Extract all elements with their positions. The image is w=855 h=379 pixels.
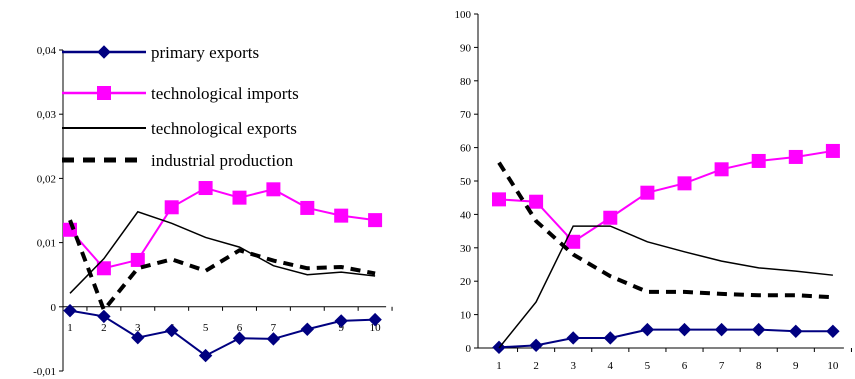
- point-primary-exports: [368, 312, 382, 327]
- point-primary-exports: [826, 324, 840, 339]
- x-tick-label: 5: [645, 360, 651, 372]
- point-primary-exports: [63, 303, 77, 318]
- y-tick-label: 0,01: [37, 238, 56, 250]
- point-technological-imports: [492, 192, 506, 207]
- point-technological-imports: [640, 185, 655, 200]
- point-primary-exports: [334, 314, 348, 328]
- point-primary-exports: [529, 338, 543, 353]
- y-tick-label: 100: [455, 9, 472, 21]
- point-technological-imports: [334, 208, 349, 223]
- x-tick-label: 3: [570, 360, 576, 372]
- point-primary-exports: [266, 332, 281, 346]
- series-line-technological-exports: [69, 210, 376, 294]
- x-tick-label: 9: [793, 360, 799, 372]
- y-tick-label: 40: [460, 209, 472, 221]
- series-line-technological-exports: [498, 225, 833, 349]
- y-tick-label: 0: [466, 343, 472, 355]
- point-primary-exports: [300, 322, 315, 336]
- point-technological-imports: [566, 234, 581, 249]
- y-tick-label: 30: [460, 243, 472, 255]
- y-tick-label: 60: [460, 143, 472, 155]
- legend-label-technological-exports: technological exports: [151, 119, 297, 138]
- x-tick-label: 3: [135, 322, 141, 334]
- y-tick-label: 0,02: [37, 173, 56, 185]
- point-primary-exports: [131, 330, 145, 345]
- series-line-primary-exports: [498, 328, 833, 349]
- chart-right: 0 10 20 30 40 50 60 70 80 90 100 1 2 3 4 5 6 7 8 9 10: [455, 9, 852, 372]
- point-primary-exports: [97, 309, 111, 324]
- legend-marker-primary-exports: [97, 45, 111, 59]
- series-line-primary-exports: [69, 309, 376, 357]
- point-technological-imports: [603, 210, 618, 225]
- x-tick-label: 4: [608, 360, 614, 372]
- point-technological-imports: [300, 200, 315, 215]
- point-technological-imports: [198, 181, 213, 196]
- point-technological-imports: [677, 176, 692, 191]
- series-line-technological-imports: [69, 186, 376, 270]
- x-tick-label: 6: [237, 322, 243, 334]
- point-primary-exports: [232, 331, 247, 345]
- x-tick-label: 7: [271, 322, 277, 334]
- x-tick-label: 9: [338, 322, 344, 334]
- point-technological-imports: [751, 153, 766, 168]
- legend-label-technological-imports: technological imports: [151, 84, 299, 103]
- point-primary-exports: [640, 322, 655, 337]
- series-line-technological-imports: [498, 149, 834, 244]
- y-tick-label: 20: [460, 276, 472, 288]
- y-tick-label: 90: [460, 42, 472, 54]
- point-technological-imports: [266, 182, 281, 197]
- point-primary-exports: [714, 322, 729, 337]
- point-primary-exports: [677, 322, 692, 337]
- point-primary-exports: [603, 331, 618, 345]
- point-technological-imports: [96, 261, 111, 276]
- legend-label-industrial-production: industrial production: [151, 151, 294, 170]
- series-line-industrial-production: [497, 161, 834, 300]
- y-tick-label: 0: [51, 302, 57, 314]
- point-primary-exports: [566, 331, 580, 345]
- x-tick-label: 7: [719, 360, 725, 372]
- point-technological-imports: [130, 252, 145, 267]
- x-tick-label: 1: [67, 322, 73, 334]
- point-technological-imports: [825, 143, 840, 158]
- point-technological-imports: [788, 149, 803, 164]
- legend-label-primary-exports: primary exports: [151, 43, 259, 62]
- y-tick-label: -0,01: [33, 366, 56, 378]
- x-tick-label: 10: [827, 360, 839, 372]
- point-primary-exports: [198, 348, 213, 363]
- y-tick-label: 70: [460, 109, 472, 121]
- point-technological-imports: [232, 190, 247, 205]
- x-tick-label: 8: [756, 360, 762, 372]
- point-primary-exports: [789, 324, 803, 339]
- point-technological-imports: [529, 194, 544, 209]
- x-tick-label: 6: [682, 360, 688, 372]
- y-tick-label: 10: [460, 310, 472, 322]
- x-tick-label: 10: [370, 322, 382, 334]
- y-tick-label: 50: [460, 176, 472, 188]
- x-tick-label: 5: [203, 322, 209, 334]
- legend-marker-technological-imports: [97, 86, 111, 100]
- x-tick-label: 2: [533, 360, 539, 372]
- point-primary-exports: [164, 323, 179, 338]
- chart-left: -0,0100,010,020,030,0412345678910primary…: [33, 43, 393, 378]
- point-primary-exports: [751, 322, 766, 337]
- series-line-industrial-production: [68, 219, 376, 314]
- point-technological-imports: [368, 213, 383, 228]
- x-tick-label: 2: [101, 322, 107, 334]
- y-tick-label: 80: [460, 76, 472, 88]
- y-tick-label: 0,03: [37, 109, 57, 121]
- x-tick-label: 1: [496, 360, 502, 372]
- point-technological-imports: [714, 162, 729, 177]
- y-tick-label: 0,04: [37, 45, 57, 57]
- point-technological-imports: [164, 200, 179, 215]
